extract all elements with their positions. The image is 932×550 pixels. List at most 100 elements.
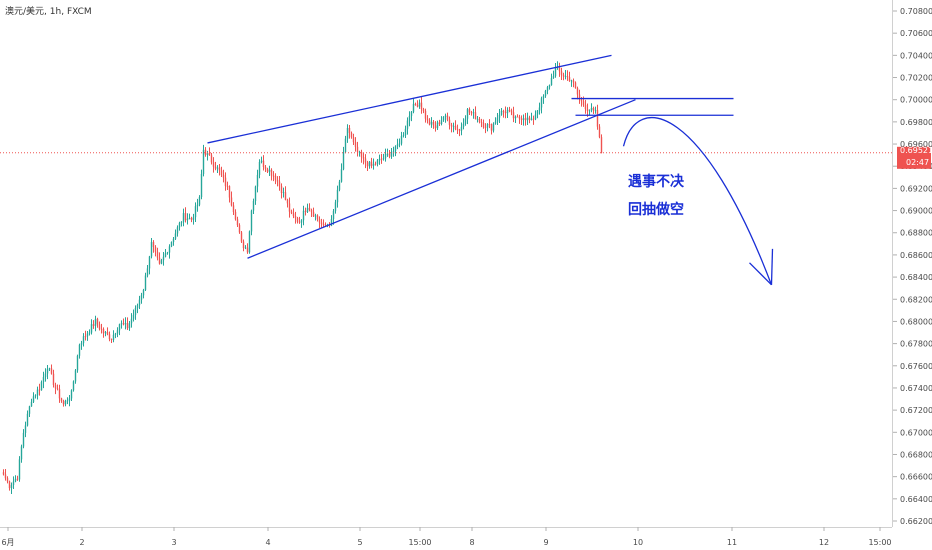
candle-body (536, 110, 539, 115)
candle (392, 146, 395, 157)
candle-body (390, 153, 393, 157)
candle-body (464, 118, 467, 124)
candle (584, 99, 587, 114)
candle-body (532, 118, 535, 120)
candle (552, 70, 555, 79)
candle (2, 469, 5, 476)
candle-body (596, 110, 599, 127)
candle (90, 319, 93, 335)
candle (210, 152, 213, 165)
candle (114, 332, 117, 339)
candle-body (44, 373, 47, 377)
candle (546, 85, 549, 95)
candle-body (500, 110, 503, 115)
candle (100, 323, 103, 334)
x-tick-label: 15:00 (868, 538, 891, 547)
candle-body (272, 175, 275, 177)
candle-body (352, 137, 355, 143)
candle (40, 380, 43, 391)
candle-body (62, 400, 65, 405)
candle (70, 389, 73, 401)
candle-body (546, 87, 549, 91)
candle (414, 102, 417, 106)
candle-body (236, 219, 239, 226)
candle-body (372, 163, 375, 166)
candle (462, 118, 465, 130)
candle-body (182, 213, 185, 222)
candle-body (264, 166, 267, 169)
candle-body (432, 121, 435, 126)
trend-drawings[interactable] (207, 54, 774, 286)
candle-body (112, 334, 115, 340)
candle (198, 195, 201, 207)
candle-body (128, 323, 131, 329)
candle-body (294, 216, 297, 218)
candle-body (52, 373, 55, 385)
candle (118, 323, 121, 336)
candle-body (38, 389, 41, 391)
candle (370, 157, 373, 169)
candle (130, 313, 133, 328)
candle-body (332, 210, 335, 219)
candle (360, 149, 363, 163)
candle (192, 213, 195, 225)
candle (20, 444, 23, 463)
candle (186, 213, 189, 225)
candle (218, 163, 221, 176)
candle-body (262, 160, 265, 167)
candle (148, 255, 151, 275)
candle (244, 245, 247, 250)
candle (562, 72, 565, 81)
candle-body (544, 90, 547, 97)
candle-body (164, 253, 167, 257)
candle (126, 317, 129, 330)
candle-body (418, 102, 421, 107)
candle (16, 475, 19, 481)
candle-body (350, 132, 353, 138)
candle-body (422, 109, 425, 111)
candle (260, 156, 263, 164)
candle-body (412, 103, 415, 112)
candle (134, 305, 137, 320)
candle-body (490, 124, 493, 131)
candle-body (192, 217, 195, 220)
candle (32, 392, 35, 403)
candle (136, 303, 139, 314)
time-axis[interactable]: 6月 2 3 4 5 15:00 8 9 10 11 12 15:00 (1, 527, 892, 547)
candle-body (562, 74, 565, 77)
candle (48, 367, 51, 372)
candle (156, 247, 159, 261)
candle (8, 480, 11, 491)
y-tick-label: 0.66600 (900, 473, 932, 482)
candle-body (314, 215, 317, 217)
candle (262, 155, 265, 171)
candle-body (330, 218, 333, 226)
candle (536, 110, 539, 119)
candle (368, 160, 371, 169)
y-tick-label: 0.69800 (900, 118, 932, 127)
candle-body (450, 124, 453, 127)
candle-body (126, 323, 129, 329)
y-tick-label: 0.68800 (900, 229, 932, 238)
candle (174, 229, 177, 241)
candle-body (74, 370, 77, 382)
candle-body (338, 181, 341, 190)
candle (472, 108, 475, 119)
candle (358, 150, 361, 157)
candle-body (438, 122, 441, 125)
candle (340, 163, 343, 183)
candle-body (186, 218, 189, 221)
candle-body (258, 162, 261, 175)
candle (116, 327, 119, 338)
candle (36, 386, 39, 400)
candlestick-series[interactable] (2, 61, 603, 495)
price-axis[interactable]: 0.70800 0.70600 0.70400 0.70200 0.70000 0.698… (893, 7, 932, 526)
candle (182, 208, 185, 227)
candle (50, 364, 53, 375)
candle-body (318, 219, 321, 223)
candle (304, 207, 307, 216)
candle-body (288, 203, 291, 212)
candle (72, 380, 75, 392)
